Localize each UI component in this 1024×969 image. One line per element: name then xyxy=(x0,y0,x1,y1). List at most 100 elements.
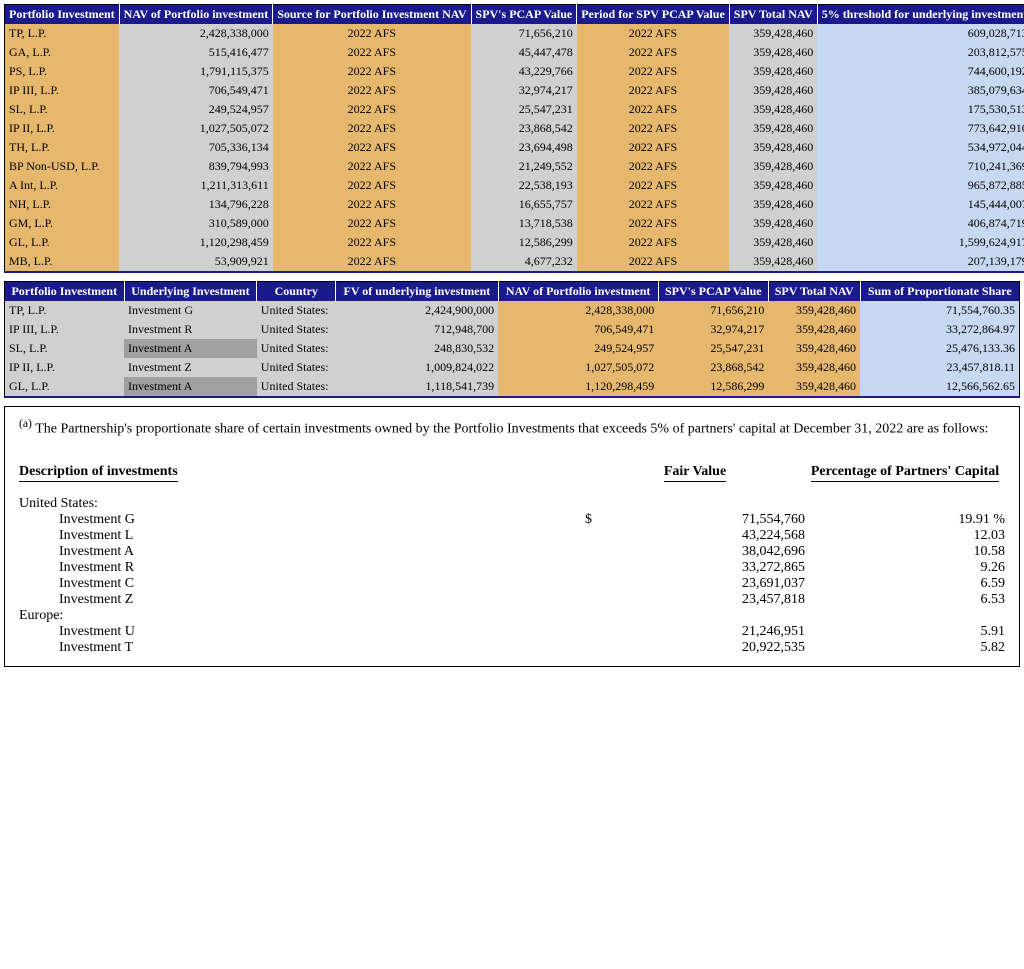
investment-row: Investment T20,922,5355.82 xyxy=(19,640,1005,656)
table2-cell: United States: xyxy=(257,301,336,320)
table1-col-header: Source for Portfolio Investment NAV xyxy=(273,5,471,25)
table1-cell: 2022 AFS xyxy=(273,62,471,81)
table2-cell: 12,566,562.65 xyxy=(860,377,1019,397)
table2-cell: 71,656,210 xyxy=(658,301,768,320)
table1-cell: TH, L.P. xyxy=(5,138,120,157)
table1-cell: 2022 AFS xyxy=(273,24,471,43)
investment-fv: 38,042,696 xyxy=(585,544,805,560)
table2-cell: 23,457,818.11 xyxy=(860,358,1019,377)
table1-cell: 2022 AFS xyxy=(577,62,730,81)
table1-cell: 534,972,044 xyxy=(817,138,1024,157)
investment-row: Investment G$71,554,76019.91 % xyxy=(19,512,1005,528)
table1-cell: 2022 AFS xyxy=(577,43,730,62)
footnote-text: (a) The Partnership's proportionate shar… xyxy=(19,417,1005,438)
investment-pct: 19.91 % xyxy=(805,512,1005,528)
table1-col-header: SPV Total NAV xyxy=(729,5,817,25)
table1-row: GL, L.P.1,120,298,4592022 AFS12,586,2992… xyxy=(5,233,1024,252)
table1-cell: 359,428,460 xyxy=(729,138,817,157)
table1-cell: BP Non-USD, L.P. xyxy=(5,157,120,176)
portfolio-table-2: Portfolio InvestmentUnderlying Investmen… xyxy=(4,281,1020,398)
table1-cell: 710,241,369 xyxy=(817,157,1024,176)
table1-cell: A Int, L.P. xyxy=(5,176,120,195)
investment-row: Investment Z23,457,8186.53 xyxy=(19,592,1005,608)
description-headers: Description of investments Fair Value Pe… xyxy=(19,464,1005,480)
table1-cell: 1,120,298,459 xyxy=(119,233,273,252)
investment-name: Investment G xyxy=(19,512,585,528)
table1-cell: 249,524,957 xyxy=(119,100,273,119)
investment-fv: 23,691,037 xyxy=(585,576,805,592)
table1-cell: 359,428,460 xyxy=(729,81,817,100)
table2-cell: 25,476,133.36 xyxy=(860,339,1019,358)
table2-cell: 1,120,298,459 xyxy=(498,377,658,397)
table2-cell: Investment A xyxy=(124,377,257,397)
table1-cell: 706,549,471 xyxy=(119,81,273,100)
table1-cell: 4,677,232 xyxy=(471,252,577,272)
table1-cell: 310,589,000 xyxy=(119,214,273,233)
investment-name: Investment A xyxy=(19,544,585,560)
investment-fv: 23,457,818 xyxy=(585,592,805,608)
investment-pct: 5.82 xyxy=(805,640,1005,656)
investment-fv: 33,272,865 xyxy=(585,560,805,576)
table1-cell: 2022 AFS xyxy=(273,138,471,157)
footnote-sup: (a) xyxy=(19,417,32,430)
table1-cell: GA, L.P. xyxy=(5,43,120,62)
table1-cell: 359,428,460 xyxy=(729,157,817,176)
investment-name: Investment U xyxy=(19,624,585,640)
table1-row: TH, L.P.705,336,1342022 AFS23,694,498202… xyxy=(5,138,1024,157)
table1-cell: 2022 AFS xyxy=(273,157,471,176)
table2-header-row: Portfolio InvestmentUnderlying Investmen… xyxy=(5,282,1020,302)
table2-col-header: Portfolio Investment xyxy=(5,282,125,302)
region-label: Europe: xyxy=(19,608,585,624)
table1-cell: 385,079,634 xyxy=(817,81,1024,100)
table2-cell: IP II, L.P. xyxy=(5,358,125,377)
table1-cell: 2022 AFS xyxy=(577,252,730,272)
table1-cell: 359,428,460 xyxy=(729,176,817,195)
table1-cell: 1,791,115,375 xyxy=(119,62,273,81)
table2-cell: GL, L.P. xyxy=(5,377,125,397)
table2-cell: Investment R xyxy=(124,320,257,339)
table2-row: IP III, L.P.Investment RUnited States:71… xyxy=(5,320,1020,339)
investment-name: Investment C xyxy=(19,576,585,592)
table1-cell: 25,547,231 xyxy=(471,100,577,119)
table1-col-header: Portfolio Investment xyxy=(5,5,120,25)
table1-cell: 43,229,766 xyxy=(471,62,577,81)
table2-col-header: SPV's PCAP Value xyxy=(658,282,768,302)
table2-cell: 359,428,460 xyxy=(768,301,860,320)
table1-cell: 12,586,299 xyxy=(471,233,577,252)
investment-name: Investment L xyxy=(19,528,585,544)
table1-row: A Int, L.P.1,211,313,6112022 AFS22,538,1… xyxy=(5,176,1024,195)
table1-cell: 71,656,210 xyxy=(471,24,577,43)
table1-cell: 207,139,179 xyxy=(817,252,1024,272)
table2-row: SL, L.P.Investment AUnited States:248,83… xyxy=(5,339,1020,358)
investment-pct: 5.91 xyxy=(805,624,1005,640)
desc-col1-header: Description of investments xyxy=(19,464,178,482)
table1-cell: 705,336,134 xyxy=(119,138,273,157)
table1-row: PS, L.P.1,791,115,3752022 AFS43,229,7662… xyxy=(5,62,1024,81)
table1-cell: 13,718,538 xyxy=(471,214,577,233)
footnote-box: (a) The Partnership's proportionate shar… xyxy=(4,406,1020,667)
table1-col-header: SPV's PCAP Value xyxy=(471,5,577,25)
table1-cell: 2022 AFS xyxy=(577,233,730,252)
table1-cell: 45,447,478 xyxy=(471,43,577,62)
table1-cell: 23,694,498 xyxy=(471,138,577,157)
table1-cell: 359,428,460 xyxy=(729,24,817,43)
table1-cell: 2022 AFS xyxy=(273,119,471,138)
investment-row: Investment C23,691,0376.59 xyxy=(19,576,1005,592)
table1-cell: PS, L.P. xyxy=(5,62,120,81)
investment-fv: 21,246,951 xyxy=(585,624,805,640)
investment-fv: 20,922,535 xyxy=(585,640,805,656)
investment-row: Investment U21,246,9515.91 xyxy=(19,624,1005,640)
table1-cell: 515,416,477 xyxy=(119,43,273,62)
investment-row: Investment L43,224,56812.03 xyxy=(19,528,1005,544)
table2-cell: United States: xyxy=(257,377,336,397)
footnote-body: The Partnership's proportionate share of… xyxy=(35,422,988,437)
table2-cell: 12,586,299 xyxy=(658,377,768,397)
table2-cell: 1,009,824,022 xyxy=(336,358,498,377)
table1-cell: 2022 AFS xyxy=(273,81,471,100)
table2-cell: United States: xyxy=(257,358,336,377)
table1-cell: MB, L.P. xyxy=(5,252,120,272)
table1-row: IP II, L.P.1,027,505,0722022 AFS23,868,5… xyxy=(5,119,1024,138)
table1-row: GA, L.P.515,416,4772022 AFS45,447,478202… xyxy=(5,43,1024,62)
table2-cell: 25,547,231 xyxy=(658,339,768,358)
table1-cell: 2022 AFS xyxy=(577,214,730,233)
